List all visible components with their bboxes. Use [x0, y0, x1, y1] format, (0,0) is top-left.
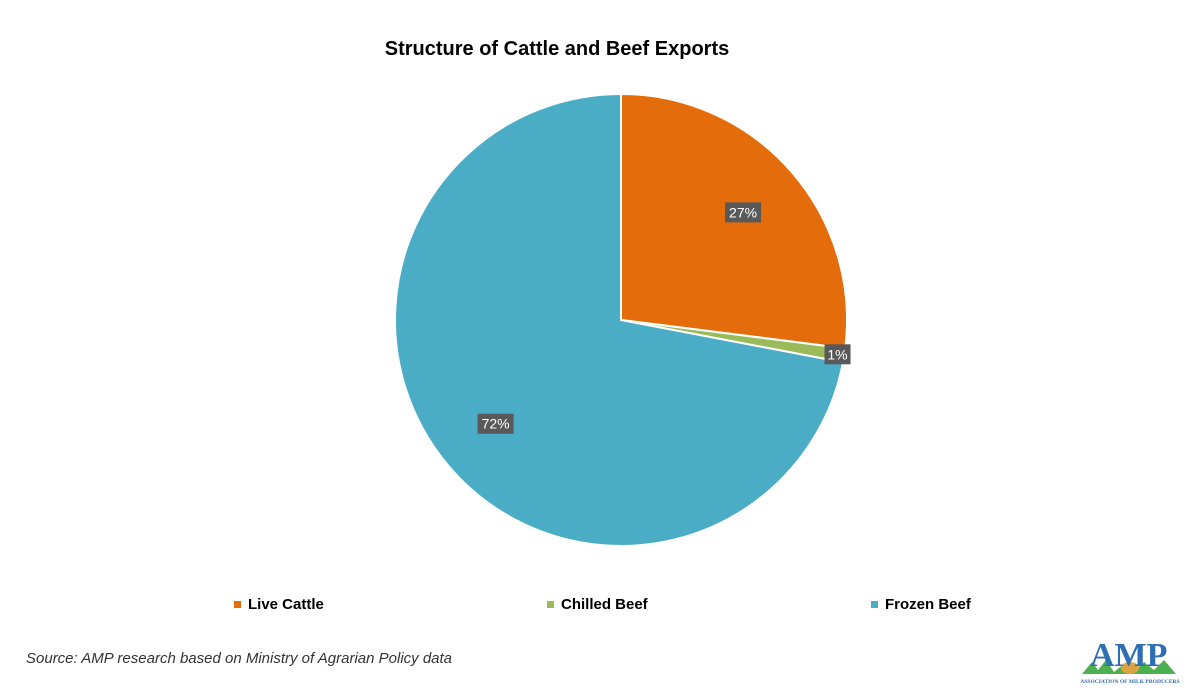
- legend-item-frozen-beef[interactable]: Frozen Beef: [871, 596, 971, 613]
- data-label-text: 27%: [729, 204, 757, 220]
- chart-title: Structure of Cattle and Beef Exports: [384, 38, 730, 60]
- legend-swatch: [547, 601, 554, 608]
- amp-logo: AMP ASSOCIATION OF MILK PRODUCERS: [1078, 630, 1182, 692]
- legend-item-chilled-beef[interactable]: Chilled Beef: [547, 596, 648, 613]
- data-label-box: [477, 413, 514, 434]
- svg-text:ASSOCIATION OF MILK PRODUCERS: ASSOCIATION OF MILK PRODUCERS: [1080, 679, 1179, 685]
- legend-label: Frozen Beef: [885, 596, 971, 613]
- svg-text:AMP: AMP: [1090, 637, 1167, 674]
- data-label-chilled-beef: 1%: [824, 344, 851, 365]
- legend-item-live-cattle[interactable]: Live Cattle: [234, 596, 324, 613]
- pie-data-labels: 27% 1% 72%: [477, 202, 851, 434]
- legend-label: Live Cattle: [248, 596, 324, 613]
- data-label-live-cattle: 27%: [725, 202, 762, 223]
- chart-legend: Live Cattle Chilled Beef Frozen Beef: [0, 596, 1200, 616]
- source-note: Source: AMP research based on Ministry o…: [26, 650, 453, 667]
- data-label-frozen-beef: 72%: [477, 413, 514, 434]
- data-label-text: 1%: [827, 346, 847, 362]
- legend-swatch: [871, 601, 878, 608]
- data-label-text: 72%: [482, 416, 510, 432]
- data-label-box: [725, 202, 762, 223]
- legend-swatch: [234, 601, 241, 608]
- legend-label: Chilled Beef: [561, 596, 648, 613]
- logo-graphic: AMP ASSOCIATION OF MILK PRODUCERS: [1080, 637, 1179, 685]
- data-label-box: [824, 344, 851, 365]
- pie-slices: [394, 92, 848, 547]
